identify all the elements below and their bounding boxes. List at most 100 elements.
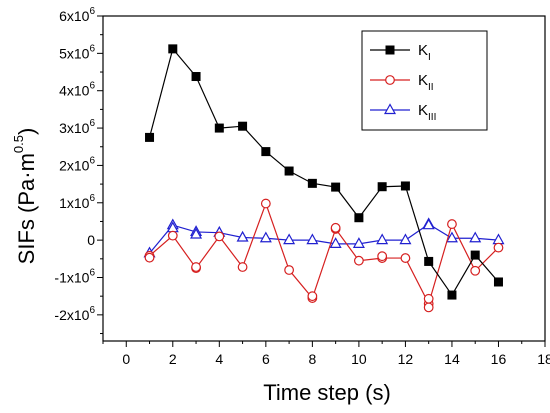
y-tick-label: -1x106	[54, 267, 95, 285]
series-line	[149, 223, 499, 254]
x-tick-label: 14	[444, 351, 460, 367]
data-point	[354, 213, 364, 223]
plot-area	[102, 15, 546, 342]
data-point	[470, 250, 480, 260]
data-point	[167, 230, 178, 241]
data-point	[400, 253, 411, 263]
x-tick-label: 0	[122, 351, 130, 367]
legend-label: KI	[418, 42, 431, 63]
data-point	[190, 227, 203, 239]
y-tick-label-exponent: 6	[89, 6, 95, 17]
y-tick-label: -2x106	[54, 305, 95, 323]
y-axis-title-close: )	[14, 128, 39, 135]
x-tick-label: 18	[537, 351, 550, 367]
y-axis: 6x1065x1064x1063x1062x1061x1060-1x106-2x…	[54, 6, 103, 335]
x-axis-title: Time step (s)	[263, 380, 391, 405]
data-point	[307, 291, 318, 302]
y-axis-title-main: SIFs (Pa·m	[14, 153, 39, 264]
y-tick-label-exponent: 6	[89, 155, 95, 166]
legend-marker	[385, 75, 395, 85]
data-point	[191, 72, 201, 82]
y-tick-label-base: 1x10	[59, 195, 90, 211]
data-point	[469, 231, 482, 243]
series-KII	[144, 198, 504, 313]
series-layer	[143, 44, 505, 313]
data-point	[377, 182, 387, 192]
x-tick-label: 8	[308, 351, 316, 367]
y-tick-label-base: -1x10	[54, 269, 89, 285]
x-tick-label: 2	[169, 351, 177, 367]
data-point	[260, 198, 271, 209]
data-point	[214, 123, 224, 133]
data-point	[261, 147, 271, 157]
data-point	[238, 121, 248, 131]
legend-label: KII	[418, 72, 434, 93]
x-tick-label: 16	[491, 351, 507, 367]
legend-marker	[385, 45, 395, 55]
y-tick-label-base: -2x10	[54, 307, 89, 323]
series-line	[149, 201, 499, 306]
data-point	[352, 237, 365, 248]
data-point	[492, 233, 505, 245]
data-point	[376, 233, 389, 245]
data-point	[423, 293, 434, 304]
x-tick-label: 6	[262, 351, 270, 367]
y-tick-label: 6x106	[59, 6, 95, 24]
legend: KI KII KIII	[361, 30, 488, 131]
data-point	[144, 252, 155, 263]
legend-marker	[383, 103, 397, 115]
y-tick-label: 5x106	[59, 43, 95, 61]
y-tick-label-exponent: 6	[89, 193, 95, 204]
data-point	[422, 218, 435, 230]
data-point	[145, 132, 155, 142]
y-tick-label: 3x106	[59, 118, 95, 136]
data-point	[400, 181, 410, 191]
data-point	[399, 233, 412, 245]
data-point	[168, 44, 178, 54]
data-point	[306, 233, 319, 245]
series-line	[148, 47, 499, 297]
y-tick-label-exponent: 6	[89, 81, 95, 92]
x-tick-label: 12	[398, 351, 414, 367]
data-point	[283, 233, 296, 245]
data-point	[214, 231, 225, 242]
series-KI	[145, 44, 503, 300]
data-point	[191, 262, 201, 272]
data-point	[236, 230, 249, 242]
data-point	[424, 256, 434, 266]
data-point	[237, 262, 248, 272]
y-tick-label: 1x106	[59, 193, 95, 211]
y-tick-label-base: 2x10	[59, 157, 90, 173]
data-point	[423, 302, 434, 313]
x-tick-label: 10	[351, 351, 367, 367]
y-tick-label-base: 5x10	[59, 45, 90, 61]
y-tick-label-exponent: 6	[89, 267, 95, 278]
data-point	[284, 265, 295, 275]
y-tick-label-exponent: 6	[89, 43, 95, 54]
data-point	[331, 182, 341, 192]
y-tick-label: 4x106	[59, 81, 95, 99]
plot-frame	[102, 15, 546, 342]
data-point	[493, 277, 503, 287]
data-point	[284, 166, 294, 176]
y-tick-label-base: 6x10	[59, 8, 90, 24]
data-point	[329, 237, 342, 248]
data-point	[259, 231, 272, 243]
data-point	[330, 222, 341, 233]
y-tick-label-base: 0	[87, 232, 95, 248]
y-tick-label-exponent: 6	[89, 118, 95, 129]
y-axis-title: SIFs (Pa·m0.5)	[11, 128, 39, 265]
data-point	[353, 255, 364, 266]
y-tick-label-base: 4x10	[59, 83, 90, 99]
data-point	[470, 265, 481, 276]
x-axis: 0 2 4 6 8 10 12 14 16 18	[102, 341, 550, 367]
x-tick-label: 4	[215, 351, 223, 367]
data-point	[447, 219, 457, 229]
data-point	[493, 242, 504, 253]
legend-label: KIII	[418, 102, 436, 123]
data-point	[377, 251, 388, 262]
data-point	[447, 290, 457, 300]
y-tick-label: 0	[87, 232, 95, 248]
data-point	[445, 231, 458, 243]
